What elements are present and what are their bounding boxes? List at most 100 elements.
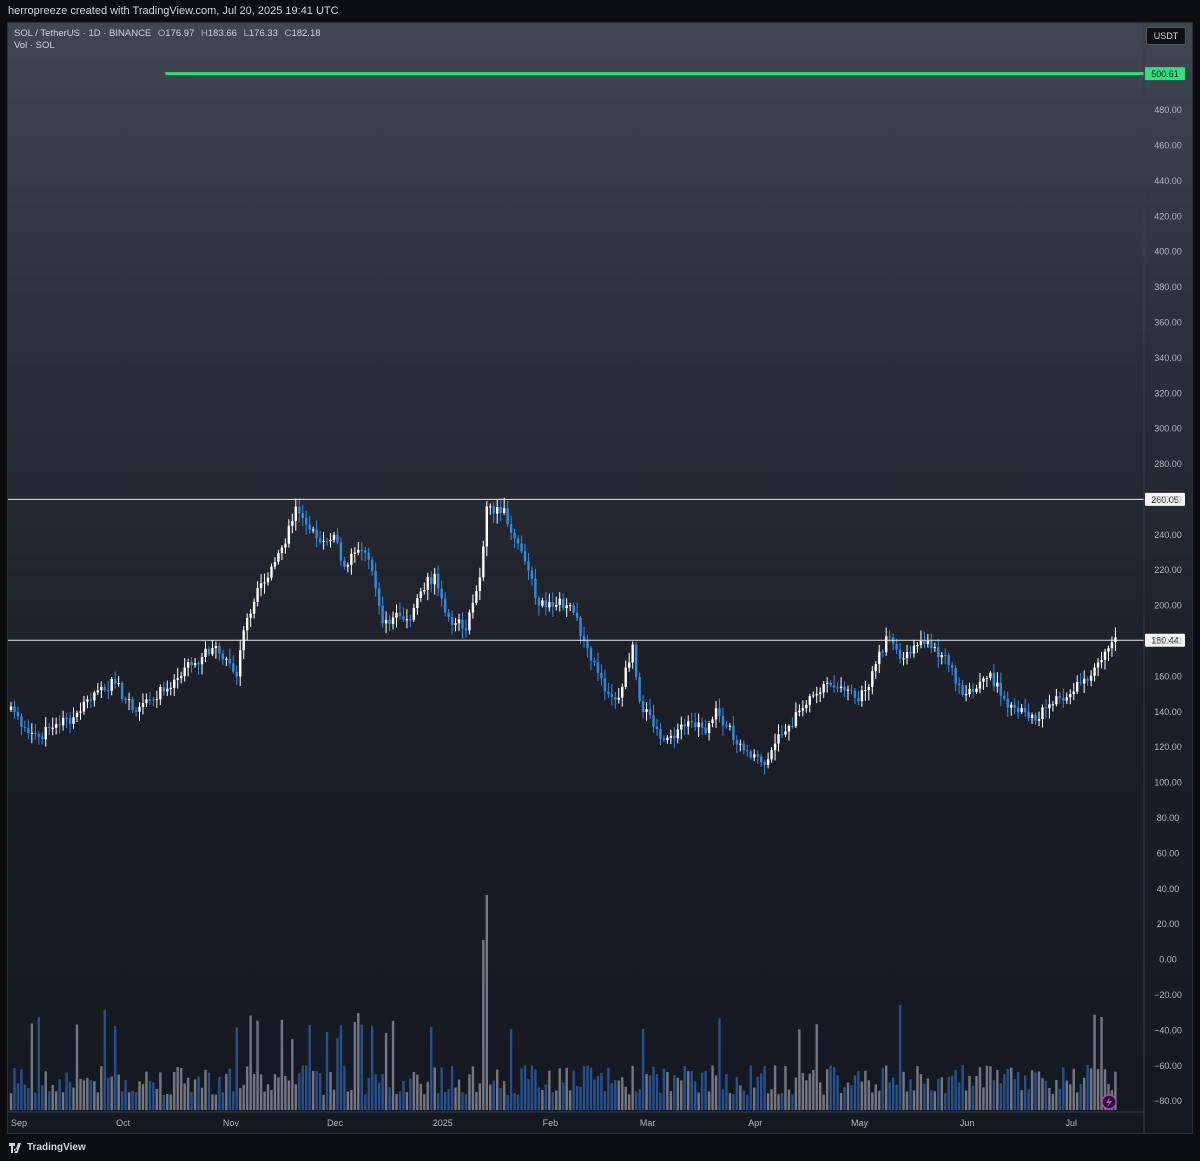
- candle-body: [912, 645, 916, 654]
- volume-bar: [912, 1090, 916, 1110]
- candle-body: [346, 564, 350, 567]
- volume-bar: [315, 1070, 318, 1110]
- candle-body: [155, 699, 159, 701]
- price-tick-label: 420.00: [1154, 211, 1182, 221]
- candle-body: [676, 729, 680, 739]
- candle-body: [801, 708, 805, 711]
- volume-bar: [357, 1013, 360, 1110]
- volume-bar: [273, 1074, 277, 1110]
- candle-body: [218, 645, 221, 654]
- volume-bar: [568, 1090, 572, 1110]
- candle-body: [1055, 696, 1058, 705]
- candle-body: [985, 678, 989, 680]
- attribution-text: herropreeze created with TradingView.com…: [8, 5, 339, 17]
- volume-bar: [266, 1084, 270, 1110]
- price-chart[interactable]: 500.61 260.05 180.44 −80.00 −60.00 −40.00 −20…: [8, 23, 1193, 1134]
- candle-body: [315, 529, 318, 539]
- symbol-legend[interactable]: SOL / TetherUS · 1D · BINANCE O176.97 H1…: [14, 28, 321, 52]
- level-tag-500.61: [1145, 67, 1185, 81]
- candle-body: [186, 662, 190, 668]
- time-tick-label: Dec: [327, 1118, 344, 1128]
- candle-body: [211, 648, 214, 655]
- volume-bar: [805, 1080, 808, 1110]
- candle-body: [138, 706, 141, 712]
- time-tick-label: Jul: [1066, 1118, 1078, 1128]
- candle-body: [1041, 707, 1044, 719]
- candle-body: [1020, 708, 1023, 713]
- candle-body: [27, 727, 30, 734]
- candle-body: [641, 701, 645, 713]
- volume-bar: [162, 1094, 166, 1110]
- volume-bar: [836, 1075, 839, 1110]
- volume-bar: [443, 1091, 447, 1110]
- candle-body: [940, 655, 943, 658]
- candle-body: [905, 652, 909, 659]
- candle-body: [1027, 711, 1030, 719]
- price-tick-label: 160.00: [1154, 671, 1182, 681]
- volume-bar: [617, 1080, 620, 1110]
- volume-bar: [930, 1090, 933, 1110]
- volume-bar: [301, 1065, 304, 1110]
- price-tick-label: −60.00: [1154, 1061, 1182, 1071]
- volume-bar: [829, 1065, 832, 1110]
- volume-bar: [468, 1074, 471, 1110]
- currency-badge[interactable]: USDT: [1146, 27, 1186, 45]
- volume-bar: [499, 1088, 502, 1110]
- candle-body: [766, 759, 770, 765]
- candle-body: [992, 672, 996, 687]
- candle-body: [412, 608, 416, 620]
- volume-bar: [1062, 1067, 1065, 1110]
- volume-bar: [1076, 1092, 1079, 1110]
- close-label: C: [284, 28, 292, 39]
- volume-bar: [329, 1072, 332, 1110]
- price-tick-label: −40.00: [1154, 1025, 1182, 1035]
- candle-body: [836, 687, 839, 689]
- volume-bar: [957, 1082, 961, 1110]
- volume-bar: [1003, 1074, 1006, 1110]
- candle-body: [954, 667, 957, 684]
- candle-body: [298, 506, 301, 514]
- volume-bar: [131, 1090, 134, 1110]
- volume-bar: [673, 1075, 676, 1110]
- candle-body: [75, 712, 79, 718]
- candle-body: [200, 656, 204, 665]
- candle-body: [898, 649, 902, 659]
- price-axis[interactable]: −80.00 −60.00 −40.00 −20.00 0.00 20.00 40.00 60…: [1101, 23, 1182, 1134]
- candle-body: [54, 724, 58, 728]
- volume-bar: [548, 1070, 551, 1110]
- candle-body: [259, 583, 263, 588]
- volume-bar: [593, 1079, 596, 1110]
- volume-bar: [419, 1083, 423, 1110]
- volume-legend: Vol · SOL: [14, 40, 55, 51]
- candle-body: [680, 724, 683, 730]
- volume-bar: [614, 1079, 617, 1110]
- time-tick-label: Oct: [116, 1118, 131, 1128]
- volume-bar: [280, 1019, 284, 1110]
- volume-bar: [1079, 1084, 1082, 1110]
- volume-bar: [270, 1089, 273, 1110]
- volume-bar: [75, 1024, 79, 1110]
- volume-bar: [232, 1091, 235, 1110]
- volume-bar: [1093, 1014, 1096, 1110]
- price-tick-label: 0.00: [1159, 955, 1177, 965]
- chart-frame[interactable]: 500.61 260.05 180.44 −80.00 −60.00 −40.00 −20…: [7, 22, 1193, 1134]
- time-tick-label: Mar: [640, 1118, 656, 1128]
- volume-bar: [239, 1088, 242, 1110]
- candle-body: [989, 672, 992, 679]
- candle-body: [193, 663, 197, 666]
- volume-bar: [853, 1075, 857, 1110]
- volume-bar: [343, 1065, 346, 1110]
- horizontal-levels[interactable]: 500.61 260.05 180.44: [8, 67, 1185, 647]
- volume-bar: [603, 1090, 607, 1110]
- candle-body: [89, 699, 93, 701]
- volume-bar: [940, 1077, 943, 1110]
- volume-bar: [350, 1089, 353, 1110]
- volume-bar: [450, 1066, 454, 1110]
- volume-bar: [93, 1081, 96, 1110]
- volume-bar: [336, 1038, 339, 1110]
- candle-body: [864, 690, 867, 692]
- volume-bar: [801, 1073, 805, 1110]
- volume-bar: [54, 1091, 58, 1110]
- volume-bar: [120, 1091, 124, 1110]
- time-axis[interactable]: Sep Oct Nov Dec 2025 Feb Mar Apr May Jun Jul: [8, 1111, 1144, 1128]
